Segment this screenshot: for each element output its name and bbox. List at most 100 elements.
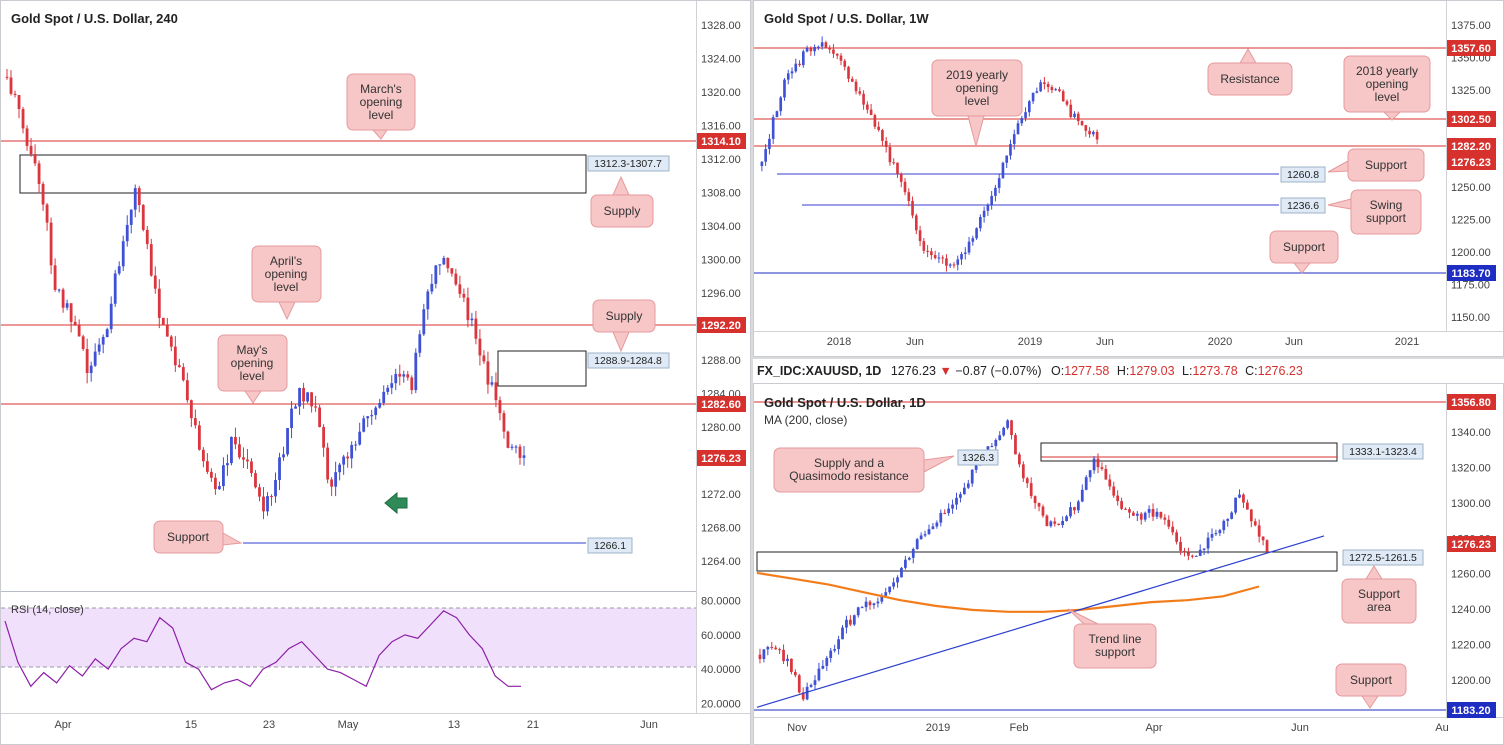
- h4-chart-panel[interactable]: 1328.00 1324.00 1320.00 1316.00 1312.00 1308.…: [0, 0, 751, 745]
- candle-body: [73, 321, 77, 325]
- candle-body: [869, 109, 873, 116]
- weekly-chart-panel[interactable]: 1375.001350.001325.001300.001275.001250.…: [753, 0, 1504, 357]
- rsi-axis: 80.0000 60.0000 40.0000 20.0000: [701, 596, 741, 711]
- callout-trend-support[interactable]: Trend line support: [1067, 608, 1157, 669]
- candle-body: [426, 291, 430, 310]
- callout-supply-lower[interactable]: Supply: [592, 299, 656, 353]
- callout-support-weekly-lower[interactable]: Support: [1269, 230, 1339, 274]
- price-tick-label: 1268.00: [701, 523, 741, 535]
- candle-body: [214, 477, 217, 490]
- candle-body: [1132, 512, 1135, 516]
- callout-swing-support[interactable]: Swing support: [1327, 189, 1422, 235]
- callout-support-h4[interactable]: Support: [153, 520, 243, 554]
- daily-open-label: O:: [1051, 364, 1065, 378]
- candle-body: [998, 435, 1002, 441]
- callout-supply-qm[interactable]: Supply and a Quasimodo resistance: [773, 447, 955, 493]
- callout-2018-open[interactable]: 2018 yearly opening level: [1343, 55, 1431, 121]
- candle-body: [1020, 118, 1024, 124]
- candle-body: [346, 456, 350, 459]
- candle-body: [907, 557, 911, 560]
- candle-body: [141, 204, 145, 230]
- price-tick-label: 1272.00: [701, 489, 741, 501]
- h4-candles: [5, 68, 526, 520]
- time-tick-label: Jun: [640, 719, 658, 731]
- daily-supply-zone[interactable]: [1040, 442, 1338, 462]
- h4-supply-zone-upper[interactable]: [19, 154, 587, 194]
- candle-body: [113, 273, 117, 304]
- candle-body: [1065, 101, 1069, 105]
- callout-support-weekly[interactable]: Support: [1327, 148, 1425, 182]
- candle-body: [848, 619, 852, 625]
- candle-body: [450, 268, 454, 274]
- daily-trend-line[interactable]: [756, 535, 1325, 708]
- price-tick-label: 1240.00: [1451, 604, 1491, 616]
- candle-body: [939, 512, 943, 523]
- candle-body: [1100, 467, 1104, 469]
- candle-body: [1234, 497, 1237, 513]
- candle-body: [817, 46, 820, 48]
- candle-body: [1187, 552, 1190, 556]
- daily-chart[interactable]: 1340.001320.001300.001280.001260.001240.…: [754, 384, 1504, 745]
- callout-april-open[interactable]: April's opening level: [251, 245, 322, 321]
- h4-support-value-label: 1266.1: [587, 537, 633, 554]
- candle-body: [881, 130, 884, 141]
- weekly-swing-support-value-label: 1236.6: [1280, 197, 1326, 214]
- callout-may-open[interactable]: May's opening level: [217, 334, 288, 404]
- candle-body: [1069, 104, 1073, 118]
- svg-text:1357.60: 1357.60: [1451, 43, 1491, 55]
- candle-body: [1095, 131, 1099, 140]
- time-tick-label: May: [338, 719, 359, 731]
- candle-body: [274, 480, 277, 497]
- candle-body: [1084, 125, 1088, 131]
- callout-2019-open[interactable]: 2019 yearly opening level: [931, 59, 1023, 148]
- candle-body: [234, 437, 237, 445]
- candle-body: [970, 469, 974, 484]
- candle-body: [390, 383, 394, 388]
- time-tick-label: Au: [1435, 722, 1448, 734]
- candle-body: [1010, 420, 1013, 436]
- callout-march-open[interactable]: March's opening level: [346, 73, 416, 140]
- candle-body: [49, 222, 53, 266]
- price-tick-label: 1320.00: [701, 87, 741, 99]
- candle-body: [790, 71, 794, 74]
- price-tick-label: 1300.00: [701, 255, 741, 267]
- candle-body: [982, 210, 986, 218]
- candle-body: [1120, 501, 1123, 509]
- candle-body: [967, 241, 971, 253]
- callout-resistance[interactable]: Resistance: [1207, 47, 1293, 96]
- callout-support-daily[interactable]: Support: [1335, 663, 1407, 709]
- candle-body: [1018, 454, 1021, 465]
- candle-body: [960, 253, 963, 260]
- h4-time-axis: Apr 15 23 May 13 21 Jun: [54, 719, 657, 731]
- h4-supply-zone-lower[interactable]: [497, 350, 587, 387]
- h4-zone-label-lower: 1288.9-1284.8: [587, 352, 670, 369]
- svg-text:1276.23: 1276.23: [1451, 539, 1491, 551]
- candle-body: [900, 567, 903, 578]
- candle-body: [21, 108, 25, 129]
- h4-chart[interactable]: 1328.00 1324.00 1320.00 1316.00 1312.00 1308.…: [1, 1, 751, 745]
- daily-chart-panel[interactable]: 1340.001320.001300.001280.001260.001240.…: [753, 383, 1504, 745]
- candle-body: [266, 496, 269, 512]
- candle-body: [522, 455, 526, 458]
- candle-body: [486, 361, 490, 385]
- weekly-chart[interactable]: 1375.001350.001325.001300.001275.001250.…: [754, 1, 1504, 357]
- candle-body: [1021, 464, 1025, 479]
- rsi-tick-label: 60.0000: [701, 630, 741, 642]
- candle-body: [856, 607, 860, 616]
- candle-body: [864, 601, 868, 608]
- daily-support-area[interactable]: [756, 551, 1338, 572]
- candle-body: [1242, 494, 1245, 503]
- candle-body: [775, 111, 779, 118]
- svg-text:1272.5-1261.5: 1272.5-1261.5: [1349, 552, 1417, 564]
- time-tick-label: 15: [185, 719, 197, 731]
- callout-supply-upper[interactable]: Supply: [590, 175, 654, 228]
- candle-body: [474, 318, 478, 339]
- candle-body: [177, 365, 181, 368]
- time-tick-label: Jun: [1096, 336, 1114, 348]
- callout-support-area[interactable]: Support area: [1341, 565, 1417, 624]
- candle-body: [201, 449, 205, 462]
- candle-body: [238, 444, 241, 458]
